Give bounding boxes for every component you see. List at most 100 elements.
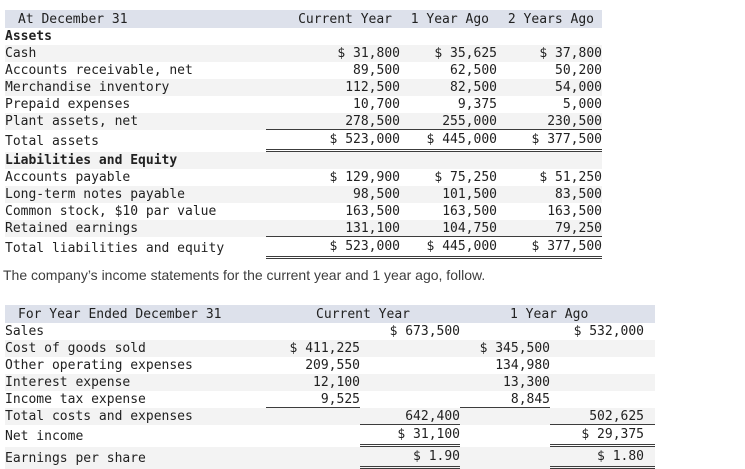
cell-value: 13,300: [460, 374, 551, 391]
cell-value: $ 1.80: [550, 447, 656, 469]
row-label: Total liabilities and equity: [5, 240, 225, 256]
row-plant-assets: Plant assets, net 278,500 255,000 230,50…: [5, 113, 602, 130]
row-label: Total assets: [5, 133, 99, 149]
cell-value: 79,250: [497, 220, 602, 237]
row-label: Income tax expense: [5, 392, 146, 407]
cell-value: 163,500: [345, 204, 400, 219]
cell-value: 502,625: [550, 408, 656, 425]
row-label: Interest expense: [5, 374, 266, 391]
row-label: Net income: [5, 428, 84, 444]
cell-value: 8,845: [460, 391, 551, 408]
cell-value: 642,400: [360, 408, 461, 425]
row-label: Accounts receivable, net: [5, 63, 193, 78]
row-label: Long-term notes payable: [5, 186, 266, 203]
cell-value: [400, 152, 497, 169]
cell-value: 12,100: [266, 374, 360, 391]
row-label: Common stock, $10 par value: [5, 204, 217, 219]
row-income-tax-expense: Income tax expense 9,525 8,845: [5, 391, 655, 408]
cell-value: [460, 323, 550, 340]
row-label: Total costs and expenses: [5, 408, 266, 425]
cell-value: 104,750: [400, 220, 497, 237]
cell-value: 89,500: [353, 63, 400, 78]
intro-text: The company’s income statements for the …: [3, 267, 486, 283]
cell-value: $ 37,800: [497, 45, 602, 62]
cell-value: $ 75,250: [434, 170, 497, 185]
row-prepaid-expenses: Prepaid expenses 10,700 9,375 5,000: [5, 96, 602, 113]
cell-value: 83,500: [497, 186, 602, 203]
row-label: Liabilities and Equity: [5, 152, 266, 169]
row-label: Cost of goods sold: [5, 340, 266, 357]
cell-value: $ 411,225: [266, 340, 360, 357]
cell-value: 101,500: [400, 186, 497, 203]
cell-value: $ 51,250: [539, 170, 602, 185]
column-header-2-years-ago: 2 Years Ago: [497, 10, 602, 28]
row-net-income: Net income $ 31,100 $ 29,375: [5, 425, 656, 447]
cell-value: [360, 391, 460, 408]
row-total-costs-expenses: Total costs and expenses 642,400 502,625: [5, 408, 656, 425]
cell-value: [266, 323, 360, 340]
balance-sheet-header-row: At December 31 Current Year 1 Year Ago 2…: [5, 10, 602, 28]
row-label: Other operating expenses: [5, 358, 193, 373]
column-header-current-year: Current Year: [266, 305, 461, 323]
cell-value: [550, 391, 655, 408]
cell-value: [266, 408, 360, 425]
column-header-1-year-ago: 1 Year Ago: [400, 10, 497, 28]
row-liabilities-equity-section: Liabilities and Equity: [5, 152, 602, 169]
row-label: Retained earnings: [5, 220, 266, 237]
column-header-current-year: Current Year: [266, 10, 400, 28]
cell-value: [497, 152, 602, 169]
row-label: Merchandise inventory: [5, 79, 266, 96]
cell-value: 112,500: [266, 79, 400, 96]
cell-value: 54,000: [497, 79, 602, 96]
cell-value: $ 29,375: [550, 425, 656, 447]
cell-value: $ 129,900: [329, 170, 400, 185]
column-header-1-year-ago: 1 Year Ago: [460, 305, 656, 323]
cell-value: [266, 28, 400, 45]
cell-value: $ 445,000: [400, 130, 497, 152]
cell-value: 255,000: [400, 113, 497, 130]
cell-value: $ 377,500: [497, 237, 602, 259]
row-other-operating-expenses: Other operating expenses 209,550 134,980: [5, 357, 655, 374]
cell-value: [550, 374, 656, 391]
cell-value: 131,100: [266, 220, 400, 237]
balance-sheet-table: At December 31 Current Year 1 Year Ago 2…: [5, 10, 602, 259]
cell-value: $ 523,000: [266, 237, 400, 259]
cell-value: $ 532,000: [573, 324, 645, 339]
cell-value: 82,500: [400, 79, 497, 96]
row-sales: Sales $ 673,500 $ 532,000: [5, 323, 655, 340]
cell-value: $ 673,500: [389, 324, 461, 339]
income-statement-header-row: For Year Ended December 31 Current Year …: [5, 305, 656, 323]
row-accounts-receivable: Accounts receivable, net 89,500 62,500 5…: [5, 62, 602, 79]
cell-value: 5,000: [562, 97, 602, 112]
cell-value: [497, 28, 602, 45]
row-label: Prepaid expenses: [5, 97, 131, 112]
row-retained-earnings: Retained earnings 131,100 104,750 79,250: [5, 220, 602, 237]
balance-sheet-title: At December 31: [5, 10, 266, 28]
cell-value: 98,500: [266, 186, 400, 203]
cell-value: [360, 340, 461, 357]
cell-value: $ 345,500: [460, 340, 551, 357]
cell-value: $ 31,100: [360, 425, 461, 447]
cell-value: [550, 357, 655, 374]
cell-value: [550, 340, 656, 357]
row-cost-of-goods-sold: Cost of goods sold $ 411,225 $ 345,500: [5, 340, 656, 357]
cell-value: 230,500: [497, 113, 602, 130]
row-interest-expense: Interest expense 12,100 13,300: [5, 374, 656, 391]
row-label: Accounts payable: [5, 170, 131, 185]
row-label: Plant assets, net: [5, 113, 266, 130]
cell-value: $ 445,000: [400, 237, 497, 259]
cell-value: [460, 447, 551, 469]
cell-value: $ 35,625: [400, 45, 497, 62]
row-merchandise-inventory: Merchandise inventory 112,500 82,500 54,…: [5, 79, 602, 96]
cell-value: [360, 357, 460, 374]
cell-value: [460, 408, 551, 425]
row-common-stock: Common stock, $10 par value 163,500 163,…: [5, 203, 602, 220]
cell-value: 163,500: [547, 204, 602, 219]
cell-value: [460, 425, 550, 447]
cell-value: 10,700: [353, 97, 400, 112]
row-label: Sales: [5, 324, 45, 339]
cell-value: [360, 374, 461, 391]
cell-value: 134,980: [495, 358, 551, 373]
row-total-liabilities-equity: Total liabilities and equity $ 523,000 $…: [5, 237, 602, 259]
cell-value: 163,500: [442, 204, 497, 219]
